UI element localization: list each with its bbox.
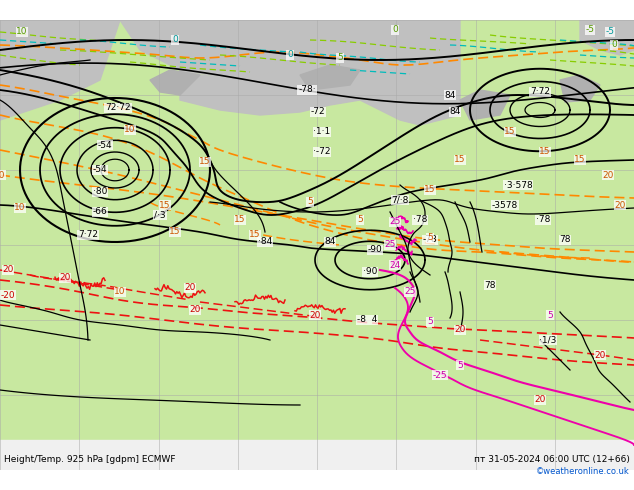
Text: -5: -5 [605, 27, 614, 36]
Text: 10: 10 [0, 171, 6, 179]
Text: /·3: /·3 [154, 211, 166, 220]
Text: 78: 78 [484, 280, 496, 290]
Text: 20: 20 [184, 284, 196, 293]
Text: 5: 5 [307, 197, 313, 206]
Text: 24: 24 [389, 261, 401, 270]
Text: 78: 78 [559, 236, 571, 245]
Text: ·-72: ·-72 [313, 147, 331, 156]
Text: Height/Temp. 925 hPa [gdpm] ECMWF: Height/Temp. 925 hPa [gdpm] ECMWF [4, 455, 176, 464]
Text: ©weatheronline.co.uk: ©weatheronline.co.uk [536, 467, 630, 476]
Text: 20: 20 [455, 325, 466, 335]
Text: -8  4: -8 4 [357, 316, 377, 324]
Text: 0: 0 [611, 41, 617, 49]
Text: -90: -90 [368, 245, 382, 254]
Text: 72·72: 72·72 [105, 103, 131, 113]
Text: 0: 0 [392, 25, 398, 34]
Text: ·80: ·80 [93, 188, 107, 196]
Text: 5: 5 [427, 318, 433, 326]
Polygon shape [120, 20, 460, 95]
Text: 5: 5 [547, 311, 553, 319]
Text: 15: 15 [169, 227, 181, 237]
Text: 10: 10 [124, 125, 136, 134]
Text: пт 31-05-2024 06:00 UTC (12+66): пт 31-05-2024 06:00 UTC (12+66) [474, 455, 630, 464]
Text: 20: 20 [594, 350, 605, 360]
Text: 15: 15 [574, 155, 586, 165]
Text: 10: 10 [16, 27, 28, 36]
Text: 84: 84 [325, 238, 335, 246]
Polygon shape [180, 50, 460, 125]
Text: 15: 15 [199, 157, 210, 167]
Text: 20: 20 [534, 395, 546, 405]
Text: 20: 20 [602, 171, 614, 179]
Text: ·90: ·90 [363, 268, 377, 276]
Polygon shape [460, 90, 510, 120]
Text: 10: 10 [114, 288, 126, 296]
Text: -78·: -78· [298, 85, 316, 95]
Text: 25: 25 [384, 241, 396, 249]
Text: -72: -72 [311, 107, 325, 117]
Text: 15: 15 [504, 127, 515, 137]
Text: 0: 0 [287, 50, 293, 59]
Text: 15: 15 [249, 230, 261, 240]
Text: 5: 5 [457, 361, 463, 369]
Text: 5: 5 [337, 53, 343, 63]
Text: 5: 5 [357, 216, 363, 224]
Text: -66: -66 [93, 207, 107, 217]
Text: 25: 25 [389, 218, 401, 226]
Text: 20: 20 [60, 273, 70, 283]
Text: ·3·578: ·3·578 [503, 180, 533, 190]
Text: 15: 15 [234, 216, 246, 224]
Text: ·84: ·84 [258, 238, 272, 246]
Text: ·78: ·78 [536, 216, 550, 224]
Text: ·1/3: ·1/3 [540, 336, 557, 344]
Text: -54: -54 [93, 166, 107, 174]
Polygon shape [560, 75, 600, 102]
Text: -54: -54 [98, 141, 112, 149]
Text: 0: 0 [172, 35, 178, 45]
Text: 7/·8: 7/·8 [391, 196, 409, 204]
Bar [0, 440, 634, 470]
Text: 5: 5 [427, 234, 433, 243]
Text: 84: 84 [444, 91, 456, 99]
Text: 10: 10 [14, 203, 26, 213]
Text: -78: -78 [423, 236, 437, 245]
Polygon shape [580, 20, 634, 55]
Text: 7·72: 7·72 [530, 88, 550, 97]
Polygon shape [240, 20, 360, 55]
Text: 15: 15 [159, 200, 171, 210]
Text: 20: 20 [614, 200, 626, 210]
Text: 15: 15 [540, 147, 551, 156]
Text: -3578: -3578 [492, 200, 518, 210]
Text: ·78: ·78 [413, 216, 427, 224]
Text: -20: -20 [1, 291, 15, 299]
Text: -25: -25 [432, 370, 448, 379]
Text: 15: 15 [454, 155, 466, 165]
Polygon shape [300, 65, 360, 90]
Text: 25: 25 [404, 288, 416, 296]
Text: 84: 84 [450, 107, 461, 117]
Text: 20: 20 [309, 311, 321, 319]
Text: -5: -5 [586, 25, 595, 34]
Text: ·1·1: ·1·1 [313, 127, 330, 137]
Text: 7·72: 7·72 [78, 230, 98, 240]
Text: 20: 20 [3, 266, 14, 274]
Text: 20: 20 [190, 305, 201, 315]
Polygon shape [150, 70, 200, 95]
Text: 15: 15 [424, 186, 436, 195]
Polygon shape [0, 20, 120, 120]
